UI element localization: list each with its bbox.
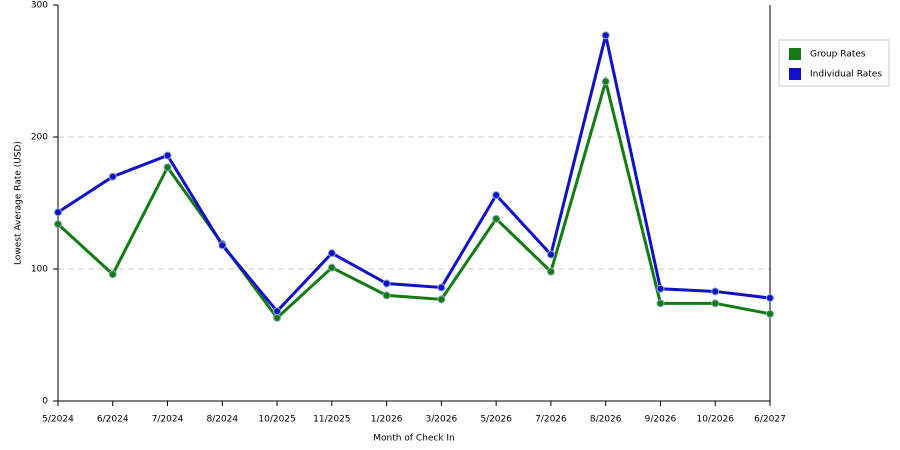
data-point — [546, 250, 555, 259]
series-line — [57, 34, 771, 314]
data-point — [492, 191, 501, 200]
y-tick-label: 0 — [42, 397, 48, 407]
data-point — [766, 309, 774, 318]
data-point — [546, 267, 555, 276]
data-point — [601, 77, 610, 86]
x-tick-label: 10/2026 — [697, 415, 735, 425]
legend-label: Group Rates — [810, 50, 866, 60]
data-point — [711, 287, 720, 296]
y-tick-label: 200 — [31, 133, 48, 143]
data-point — [656, 299, 665, 308]
y-tick-label: 100 — [31, 265, 48, 275]
x-tick-label: 5/2024 — [42, 415, 74, 425]
series-line — [56, 75, 771, 321]
data-point — [108, 172, 117, 181]
data-point — [492, 214, 501, 223]
data-point — [108, 270, 117, 279]
legend-swatch — [789, 48, 801, 60]
data-point — [273, 313, 282, 322]
x-tick-label: 5/2026 — [480, 415, 512, 425]
data-point — [218, 241, 227, 250]
x-tick-label: 8/2024 — [206, 415, 238, 425]
data-point — [437, 283, 446, 292]
data-point — [437, 295, 446, 304]
x-tick-label: 3/2026 — [426, 415, 458, 425]
plot-area — [58, 5, 770, 401]
data-point — [273, 307, 282, 316]
data-point — [327, 263, 336, 272]
y-axis-label: Lowest Average Rate (USD) — [14, 141, 24, 265]
y-tick-label: 300 — [31, 1, 48, 11]
x-tick-label: 10/2025 — [258, 415, 295, 425]
data-point — [54, 208, 62, 217]
x-tick-label: 1/2026 — [371, 415, 403, 425]
data-point — [327, 249, 336, 258]
data-point — [656, 284, 665, 293]
data-point — [163, 163, 172, 172]
x-axis-label: Month of Check In — [373, 434, 455, 444]
x-tick-label: 6/2024 — [97, 415, 129, 425]
data-point — [54, 220, 62, 229]
data-point — [711, 299, 720, 308]
data-point — [601, 31, 610, 40]
data-point — [766, 294, 774, 303]
legend-label: Individual Rates — [810, 70, 882, 80]
x-tick-label: 7/2024 — [152, 415, 184, 425]
data-point — [382, 291, 391, 300]
x-tick-label: 9/2026 — [645, 415, 677, 425]
x-tick-label: 7/2026 — [535, 415, 567, 425]
data-point — [163, 151, 172, 160]
x-tick-label: 6/2027 — [754, 415, 786, 425]
data-point — [382, 279, 391, 288]
x-tick-label: 11/2025 — [313, 415, 350, 425]
legend-swatch — [789, 68, 801, 80]
x-tick-label: 8/2026 — [590, 415, 622, 425]
